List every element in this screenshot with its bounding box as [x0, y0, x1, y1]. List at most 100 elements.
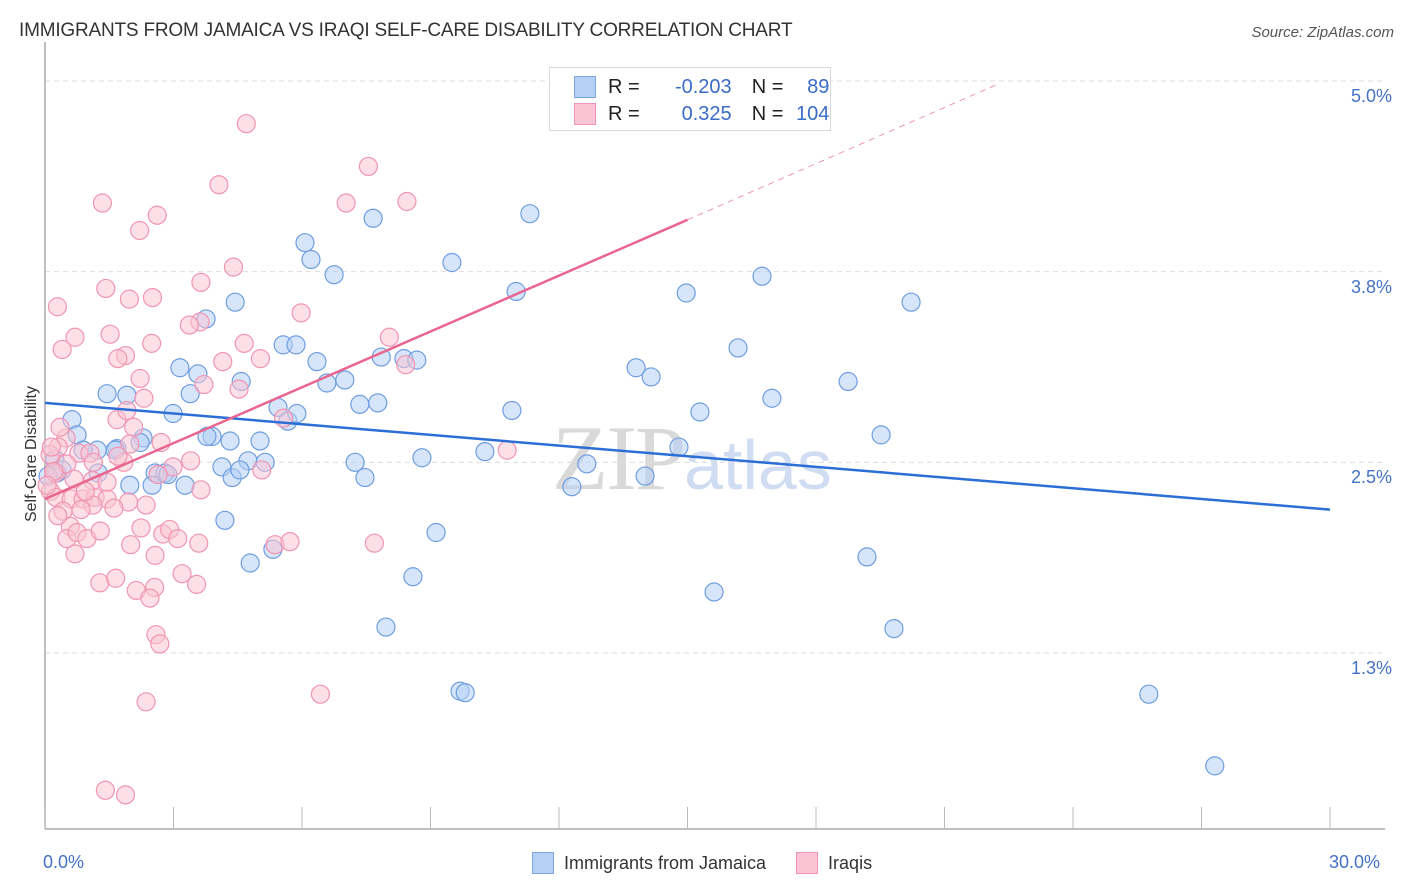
data-point: [108, 446, 128, 466]
data-point: [497, 440, 517, 460]
axes: [44, 42, 1385, 830]
data-point: [65, 327, 85, 347]
data-point: [250, 431, 270, 451]
data-point: [120, 434, 140, 454]
trendline-iraqis: [44, 218, 688, 501]
legend-label: Iraqis: [828, 852, 873, 873]
r-value: 0.325: [681, 102, 732, 125]
data-point: [442, 252, 462, 273]
data-point: [172, 564, 192, 584]
data-point: [234, 333, 254, 353]
data-point: [148, 464, 168, 485]
data-point: [363, 208, 383, 228]
data-point: [364, 533, 384, 553]
data-point: [191, 480, 211, 500]
data-point: [191, 272, 211, 292]
data-point: [379, 327, 399, 347]
data-point: [90, 521, 110, 541]
data-point: [179, 315, 199, 335]
data-point: [189, 533, 209, 553]
data-point: [131, 518, 151, 538]
data-point: [48, 506, 68, 526]
data-point: [215, 510, 235, 530]
data-point: [50, 417, 70, 437]
data-point: [100, 324, 120, 344]
data-point: [168, 528, 188, 549]
data-point: [520, 204, 540, 224]
stats-row-iraqis: R = 0.325 N = 104: [574, 101, 829, 127]
data-point: [213, 352, 233, 372]
data-point: [150, 634, 170, 654]
data-point: [223, 257, 244, 277]
data-point: [240, 553, 260, 573]
series-legend: Immigrants from Jamaica Iraqis: [532, 852, 902, 874]
data-point: [180, 384, 200, 404]
data-point: [310, 684, 331, 704]
r-label: R =: [608, 102, 640, 125]
data-point: [136, 495, 156, 515]
data-point: [403, 567, 423, 587]
data-point: [194, 374, 214, 395]
data-point: [286, 335, 306, 355]
data-point: [136, 692, 156, 712]
data-point: [47, 297, 68, 317]
data-point: [641, 367, 661, 387]
data-point: [502, 400, 522, 421]
data-point: [130, 220, 150, 241]
data-point: [426, 522, 446, 543]
data-point: [97, 384, 117, 404]
data-point: [230, 460, 250, 480]
legend-item-jamaica[interactable]: Immigrants from Jamaica: [532, 852, 766, 874]
x-tick-label: 0.0%: [43, 852, 85, 872]
data-point: [108, 349, 128, 369]
jamaica-swatch: [574, 76, 596, 98]
data-point: [626, 358, 646, 378]
data-point: [901, 292, 921, 312]
data-point: [345, 452, 365, 472]
data-point: [838, 371, 858, 392]
data-point: [71, 500, 91, 520]
legend-item-iraqis[interactable]: Iraqis: [796, 852, 872, 874]
data-point: [728, 338, 748, 358]
data-point: [104, 498, 124, 518]
data-point: [236, 114, 256, 134]
data-point: [280, 532, 300, 552]
y-tick-label: 3.8%: [1350, 276, 1392, 297]
jamaica-swatch: [532, 852, 554, 874]
data-point: [90, 573, 110, 593]
data-point: [229, 379, 249, 399]
data-point: [83, 452, 104, 472]
data-point: [142, 333, 162, 353]
data-point: [65, 544, 85, 564]
data-point: [291, 303, 311, 323]
data-point: [350, 394, 370, 414]
data-point: [115, 785, 136, 805]
data-point: [142, 287, 163, 308]
data-point: [1205, 756, 1225, 776]
data-point: [52, 339, 72, 360]
data-point: [676, 283, 696, 303]
data-point: [669, 437, 689, 457]
r-label: R =: [608, 75, 640, 98]
data-point: [147, 205, 167, 225]
chart-title: IMMIGRANTS FROM JAMAICA VS IRAQI SELF-CA…: [19, 20, 793, 41]
data-point: [412, 448, 432, 468]
data-point: [92, 193, 112, 213]
data-point: [121, 535, 141, 555]
data-point: [119, 289, 139, 309]
data-point: [301, 249, 321, 270]
data-point: [250, 349, 271, 369]
data-point: [690, 402, 710, 422]
data-point: [1139, 684, 1159, 704]
data-point: [295, 233, 315, 253]
data-point: [170, 358, 190, 378]
r-value: -0.203: [674, 75, 732, 98]
series-jamaica: [38, 204, 1225, 776]
trendline-extension: [687, 83, 999, 221]
data-point: [96, 278, 116, 299]
data-point: [335, 370, 355, 390]
data-point: [252, 460, 272, 480]
data-point: [225, 292, 245, 312]
data-point: [145, 545, 165, 565]
